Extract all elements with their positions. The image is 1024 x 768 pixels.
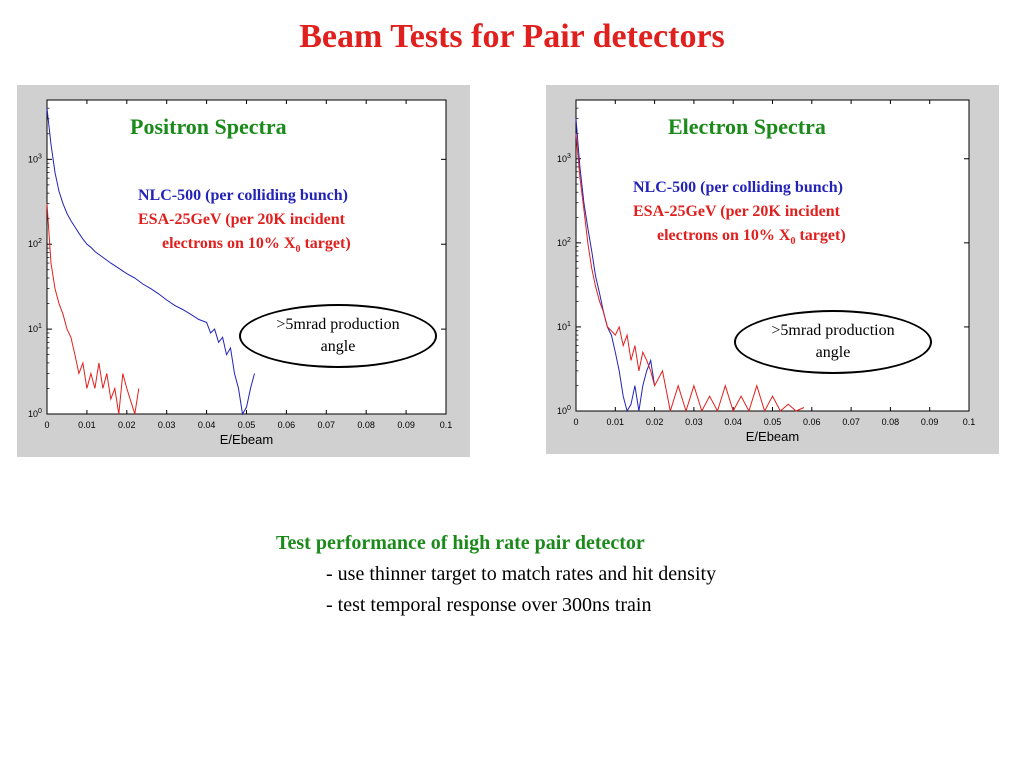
x-tick-label: 0.01 [78, 420, 96, 430]
page-title: Beam Tests for Pair detectors [299, 18, 725, 55]
annotation-line1: >5mrad production [276, 316, 400, 333]
x-tick-label: 0.08 [882, 417, 900, 427]
legend-nlc: NLC-500 (per colliding bunch) [138, 187, 348, 204]
x-tick-label: 0.09 [921, 417, 939, 427]
bottom-heading: Test performance of high rate pair detec… [276, 532, 645, 554]
positron-chart-panel: 0 0.01 0.02 0.03 0.04 0.05 0.06 0.07 0.08 0.09 0.1… [17, 85, 470, 457]
y-tick-label: 101 [557, 321, 571, 332]
y-tick-label: 101 [28, 323, 42, 334]
legend-esa-line2: electrons on 10% X0 target) [138, 232, 351, 262]
x-tick-label: 0 [573, 417, 578, 427]
annotation-line1: >5mrad production [771, 322, 895, 339]
x-tick-label: 0.05 [238, 420, 256, 430]
legend-esa-line1: ESA-25GeV (per 20K incident [138, 211, 345, 228]
legend-esa-line2: electrons on 10% X0 target) [633, 224, 846, 254]
x-tick-label: 0.03 [158, 420, 176, 430]
x-tick-label: 0.07 [318, 420, 336, 430]
electron-chart-panel: 0 0.01 0.02 0.03 0.04 0.05 0.06 0.07 0.08 0.09 0.1… [546, 85, 999, 454]
annotation-ellipse: >5mrad production angle [734, 310, 932, 374]
bottom-item: - test temporal response over 300ns trai… [326, 594, 652, 616]
y-tick-label: 102 [28, 238, 42, 249]
legend-esa-text: electrons on 10% X [162, 235, 296, 252]
x-tick-label: 0.04 [198, 420, 216, 430]
x-tick-label: 0.06 [278, 420, 296, 430]
chart-legend: NLC-500 (per colliding bunch) ESA-25GeV … [138, 184, 351, 262]
y-tick-label: 100 [28, 408, 42, 419]
legend-esa-subscript: 0 [790, 236, 796, 248]
x-tick-label: 0.1 [440, 420, 453, 430]
x-tick-label: 0.02 [118, 420, 136, 430]
x-tick-label: 0.04 [724, 417, 742, 427]
legend-esa-suffix: target) [300, 235, 351, 252]
chart-title: Positron Spectra [130, 114, 287, 139]
bottom-item: - use thinner target to match rates and … [326, 563, 717, 585]
y-tick-label: 102 [557, 237, 571, 248]
y-tick-label: 103 [557, 153, 571, 164]
legend-esa-text: electrons on 10% X [657, 227, 791, 244]
positron-chart: 0 0.01 0.02 0.03 0.04 0.05 0.06 0.07 0.08 0.09 0.1… [28, 99, 453, 447]
x-tick-label: 0.01 [607, 417, 625, 427]
x-tick-label: 0.03 [685, 417, 703, 427]
legend-esa-line1: ESA-25GeV (per 20K incident [633, 203, 840, 220]
series-line-0 [46, 108, 255, 416]
x-axis-label: E/Ebeam [746, 429, 799, 444]
chart-legend: NLC-500 (per colliding bunch) ESA-25GeV … [633, 176, 846, 254]
x-tick-label: 0.1 [963, 417, 976, 427]
x-axis-label: E/Ebeam [220, 432, 273, 447]
series-line-1 [46, 203, 140, 415]
y-tick-label: 100 [557, 405, 571, 416]
y-tick-label: 103 [28, 153, 42, 164]
electron-chart: 0 0.01 0.02 0.03 0.04 0.05 0.06 0.07 0.08 0.09 0.1… [557, 99, 976, 444]
legend-nlc: NLC-500 (per colliding bunch) [633, 179, 843, 196]
annotation-line2: angle [320, 338, 356, 355]
annotation-line2: angle [815, 344, 851, 361]
x-tick-label: 0.06 [803, 417, 821, 427]
x-tick-label: 0 [44, 420, 49, 430]
annotation-ellipse: >5mrad production angle [239, 304, 437, 368]
legend-esa-suffix: target) [795, 227, 846, 244]
x-tick-label: 0.08 [357, 420, 375, 430]
legend-esa-subscript: 0 [295, 244, 301, 256]
x-tick-label: 0.02 [646, 417, 664, 427]
x-tick-label: 0.05 [764, 417, 782, 427]
x-tick-label: 0.07 [842, 417, 860, 427]
series-line-0 [575, 118, 656, 413]
chart-title: Electron Spectra [668, 114, 826, 139]
bottom-text: Test performance of high rate pair detec… [276, 528, 716, 621]
series-line-1 [575, 133, 805, 413]
x-tick-label: 0.09 [397, 420, 415, 430]
